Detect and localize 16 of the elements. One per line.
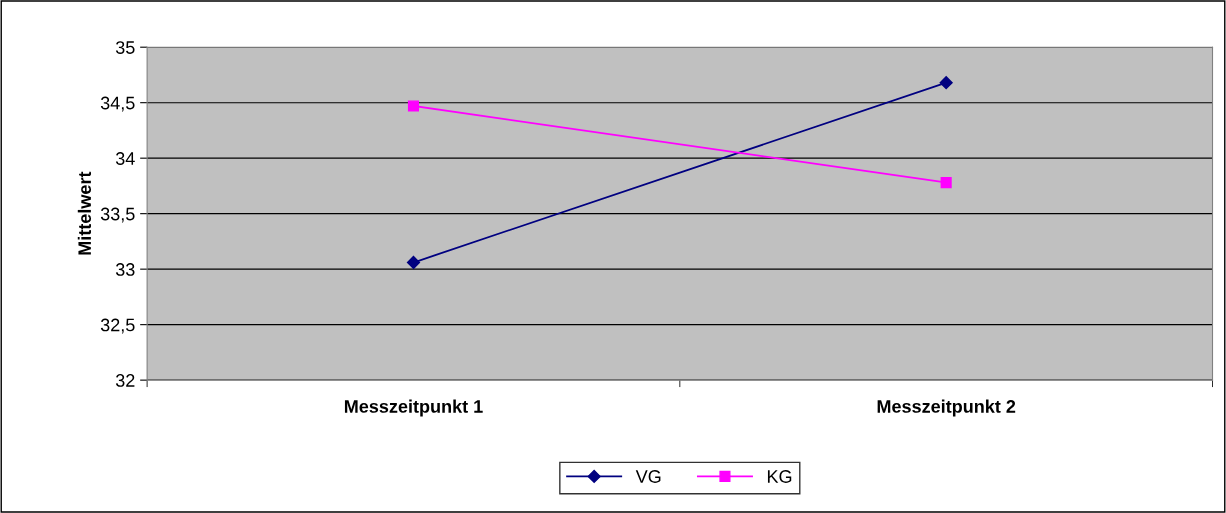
legend-label: VG — [635, 470, 661, 483]
y-axis-title: Mittelwert — [77, 171, 92, 255]
y-tick-label: 34,5 — [100, 96, 135, 112]
y-tick-label: 33 — [115, 263, 135, 276]
y-tick-label: 32 — [115, 374, 135, 387]
y-tick-label: 33,5 — [100, 207, 135, 223]
legend-label: KG — [767, 470, 792, 483]
point — [406, 255, 421, 270]
point — [940, 177, 952, 189]
x-tick-label: Messzeitpunkt 1 — [344, 399, 483, 417]
y-tick-label: 34 — [115, 152, 135, 165]
point — [939, 76, 953, 90]
point — [407, 100, 420, 112]
x-tick-label: Messzeitpunkt 2 — [877, 399, 1016, 417]
y-tick-label: 35 — [115, 41, 135, 54]
y-tick-label: 32,5 — [100, 318, 135, 334]
